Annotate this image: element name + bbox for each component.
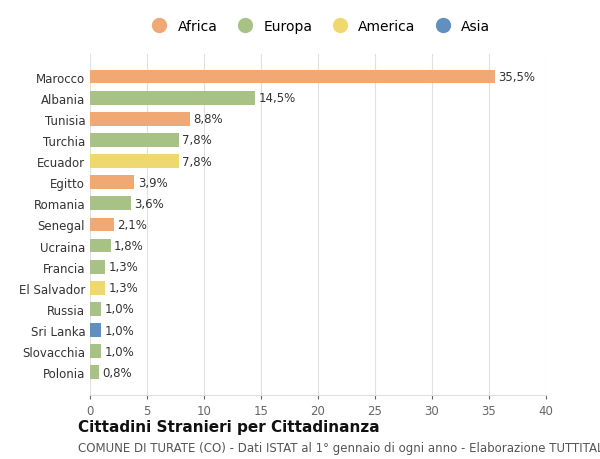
Bar (90, 134, 179, 147)
Bar (90, 92, 256, 105)
Text: 1,0%: 1,0% (105, 345, 134, 358)
Text: 3,6%: 3,6% (134, 197, 164, 210)
Text: 1,8%: 1,8% (114, 240, 143, 252)
Text: 7,8%: 7,8% (182, 155, 212, 168)
Bar (90, 71, 494, 84)
Text: 2,1%: 2,1% (118, 218, 147, 231)
Text: Cittadini Stranieri per Cittadinanza: Cittadini Stranieri per Cittadinanza (78, 419, 380, 434)
Bar (90, 218, 114, 232)
Text: 7,8%: 7,8% (182, 134, 212, 147)
Text: 1,0%: 1,0% (105, 303, 134, 316)
Bar (90, 155, 179, 168)
Bar (90, 324, 101, 337)
Bar (90, 366, 99, 379)
Text: 3,9%: 3,9% (138, 176, 167, 189)
Bar (90, 302, 101, 316)
Text: 1,0%: 1,0% (105, 324, 134, 337)
Text: 1,3%: 1,3% (108, 282, 138, 295)
Bar (90, 197, 131, 211)
Legend: Africa, Europa, America, Asia: Africa, Europa, America, Asia (140, 14, 496, 39)
Text: 14,5%: 14,5% (259, 92, 296, 105)
Bar (90, 176, 134, 190)
Bar (90, 345, 101, 358)
Bar (90, 260, 105, 274)
Text: COMUNE DI TURATE (CO) - Dati ISTAT al 1° gennaio di ogni anno - Elaborazione TUT: COMUNE DI TURATE (CO) - Dati ISTAT al 1°… (78, 442, 600, 454)
Text: 1,3%: 1,3% (108, 261, 138, 274)
Bar (90, 281, 105, 295)
Text: 0,8%: 0,8% (103, 366, 132, 379)
Bar (90, 239, 110, 253)
Bar (90, 112, 190, 126)
Text: 8,8%: 8,8% (194, 113, 223, 126)
Text: 35,5%: 35,5% (498, 71, 535, 84)
